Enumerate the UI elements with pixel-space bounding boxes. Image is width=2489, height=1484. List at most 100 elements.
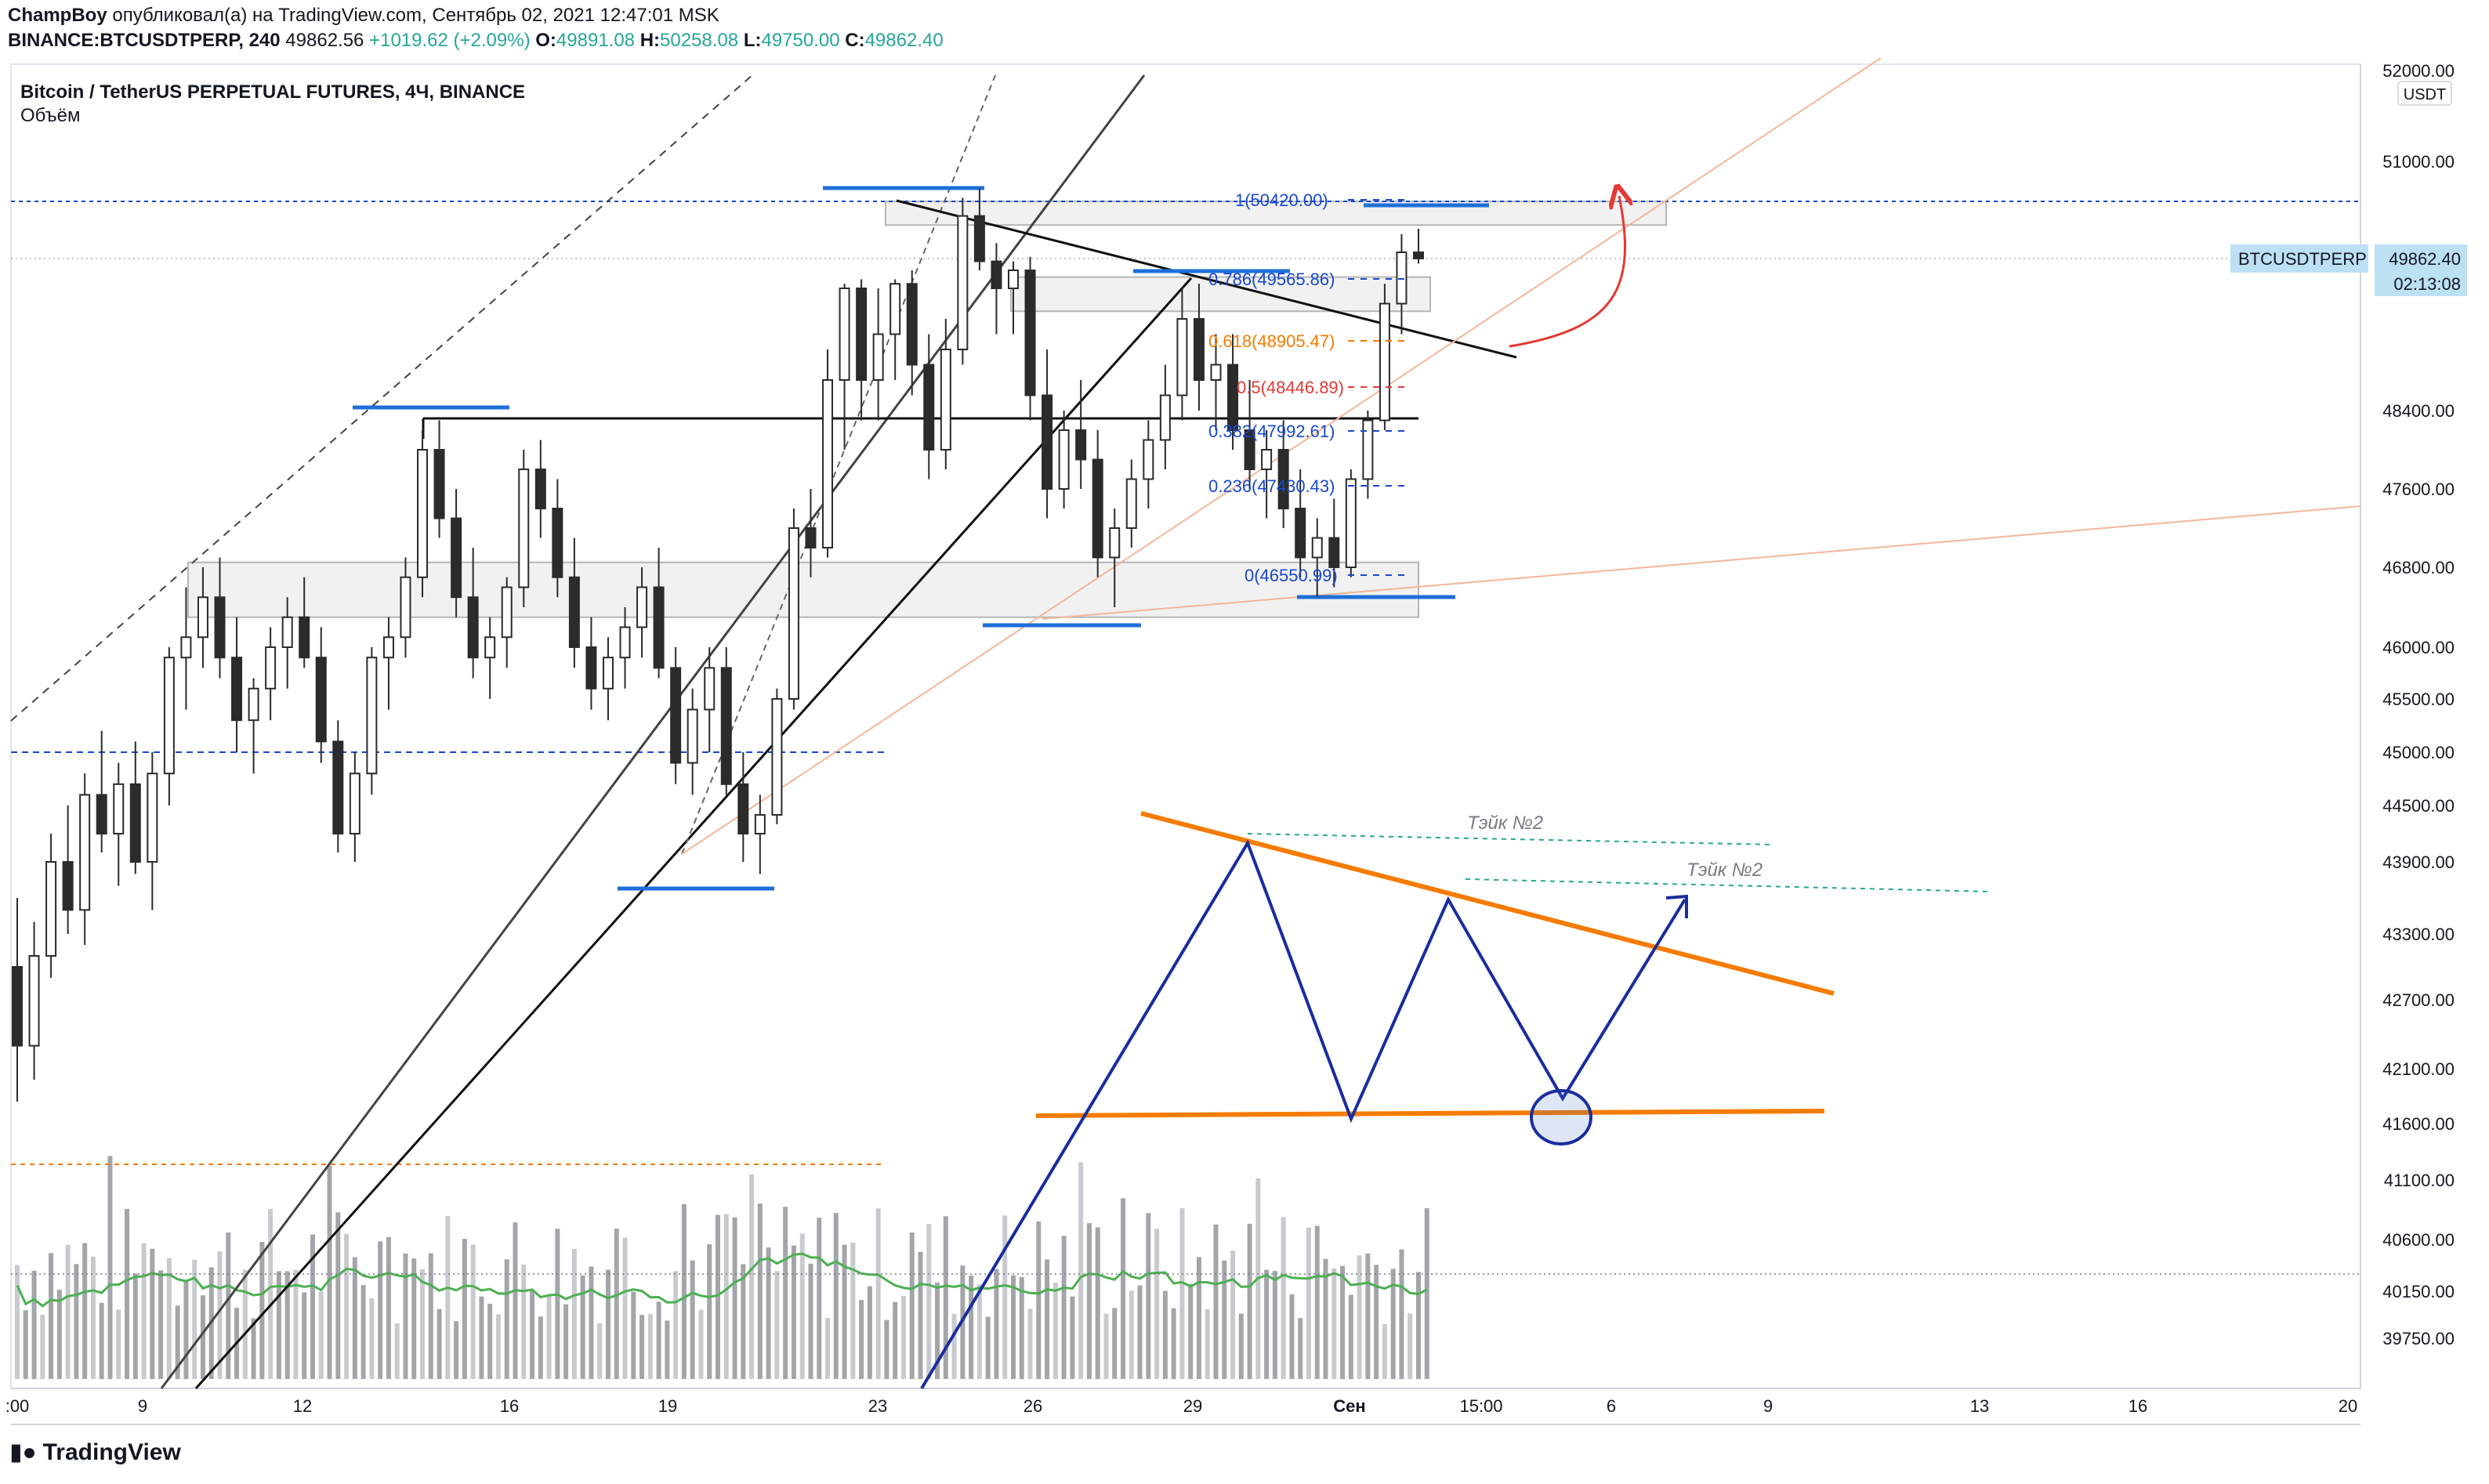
volume-bar (741, 1264, 746, 1379)
volume-bar (1390, 1269, 1396, 1379)
countdown-value: 02:13:08 (2393, 274, 2461, 294)
candle-up (265, 646, 277, 690)
volume-bar (23, 1310, 28, 1379)
candle-down (1042, 394, 1053, 490)
brand-name: TradingView (42, 1439, 181, 1465)
candle-down (906, 283, 918, 366)
candle-up (1379, 302, 1390, 422)
volume-bar (875, 1208, 881, 1379)
volume-bar (284, 1271, 290, 1379)
triangle-pattern: Тэйк №2 Тэйк №2 (920, 811, 1991, 1390)
candle-up (281, 616, 293, 648)
time-tick-label: 16 (2129, 1396, 2147, 1416)
ohlc-header: BINANCE:BTCUSDTPERP, 240 49862.56 +1019.… (8, 30, 944, 52)
candle-down (62, 861, 74, 911)
channel-lower-line (194, 277, 1193, 1390)
volume-bar (681, 1203, 687, 1379)
channel-dashed-line (10, 74, 753, 722)
candle-up (1007, 270, 1019, 289)
candle-up (382, 636, 394, 659)
price-tick-label: 40150.00 (2382, 1282, 2455, 1301)
volume-bar (732, 1217, 737, 1379)
candle-up (788, 527, 799, 700)
volume-bar (639, 1315, 645, 1379)
volume-bar (1357, 1255, 1362, 1379)
author-name[interactable]: ChampBoy (8, 5, 107, 26)
candle-up (1159, 394, 1171, 441)
volume-bar (158, 1270, 164, 1379)
candle-down (1092, 458, 1103, 559)
volume-bar (1112, 1308, 1118, 1379)
candle-up (1261, 449, 1273, 470)
time-tick-label: 26 (1023, 1396, 1042, 1416)
volume-bar (1129, 1290, 1134, 1379)
volume-bar (302, 1292, 307, 1379)
candle-up (1311, 537, 1323, 559)
volume-bar (563, 1304, 569, 1379)
volume-bar (1078, 1162, 1084, 1379)
high-value: 50258.08 (660, 30, 739, 51)
time-tick-label: 20 (2339, 1396, 2357, 1416)
candle-down (129, 783, 141, 863)
volume-bar (976, 1284, 982, 1379)
price-tick-label: 46800.00 (2382, 558, 2455, 577)
volume-bar (82, 1243, 88, 1379)
price-tick-label: 42100.00 (2382, 1059, 2455, 1079)
time-axis[interactable]: :00 9 12 16 19 23 26 29 Сен 15:00 6 9 13 16 20 (5, 1396, 2358, 1416)
volume-bar (538, 1316, 543, 1379)
candle-up (501, 586, 513, 639)
price-tick-label: 41100.00 (2384, 1171, 2455, 1190)
candle-up (484, 636, 496, 659)
fib-level-label: 0.618(48905.47) (1208, 331, 1335, 351)
volume-bar (1374, 1265, 1379, 1379)
volume-bar (673, 1271, 679, 1379)
candle-up (1125, 478, 1137, 529)
candle-down (1328, 537, 1340, 568)
low-value: 49750.00 (761, 30, 840, 51)
tradingview-logo: ▮● TradingView (9, 1439, 181, 1466)
volume-bar (226, 1232, 231, 1379)
volume-bar (1264, 1269, 1270, 1379)
take-profit-line-1 (1247, 833, 1773, 845)
volume-bar (1289, 1294, 1295, 1379)
candle-down (214, 596, 226, 659)
volume-bar (1010, 1275, 1016, 1379)
candle-up (366, 657, 378, 775)
volume-bar (1070, 1296, 1075, 1379)
touch-circle (1530, 1089, 1592, 1146)
volume-bar (799, 1233, 805, 1379)
volume-bar (757, 1203, 763, 1379)
candle-up (518, 469, 530, 588)
volume-bar (1171, 1308, 1176, 1379)
price-tick-label: 45000.00 (2382, 743, 2455, 762)
support-zone (187, 561, 1419, 618)
volume-bar (125, 1208, 130, 1379)
volume-bar (1095, 1227, 1100, 1379)
volume-bar (192, 1259, 197, 1379)
candle-down (1193, 318, 1205, 381)
volume-bar (647, 1314, 653, 1379)
tv-logo-icon: ▮● (9, 1439, 37, 1465)
price-tick-label: 52000.00 (2382, 61, 2455, 81)
plot-frame (10, 63, 2361, 1389)
volume-bar (1298, 1318, 1303, 1379)
volume-bar (1121, 1198, 1126, 1379)
volume-bar (183, 1281, 189, 1379)
candle-down (299, 616, 310, 659)
volume-bar (1222, 1260, 1227, 1379)
volume-bar (833, 1213, 839, 1379)
volume-bar (825, 1318, 831, 1379)
volume-bar (378, 1241, 383, 1379)
volume-bar (445, 1215, 451, 1379)
volume-bar (352, 1257, 357, 1379)
volume-bar (293, 1269, 299, 1379)
volume-bar (56, 1290, 62, 1379)
candle-up (754, 814, 766, 834)
candle-up (113, 783, 125, 834)
candle-down (805, 527, 817, 548)
volume-bar (926, 1224, 932, 1379)
volume-bar (420, 1269, 426, 1379)
volume-bar (411, 1258, 417, 1379)
volume-bar (1399, 1249, 1404, 1379)
